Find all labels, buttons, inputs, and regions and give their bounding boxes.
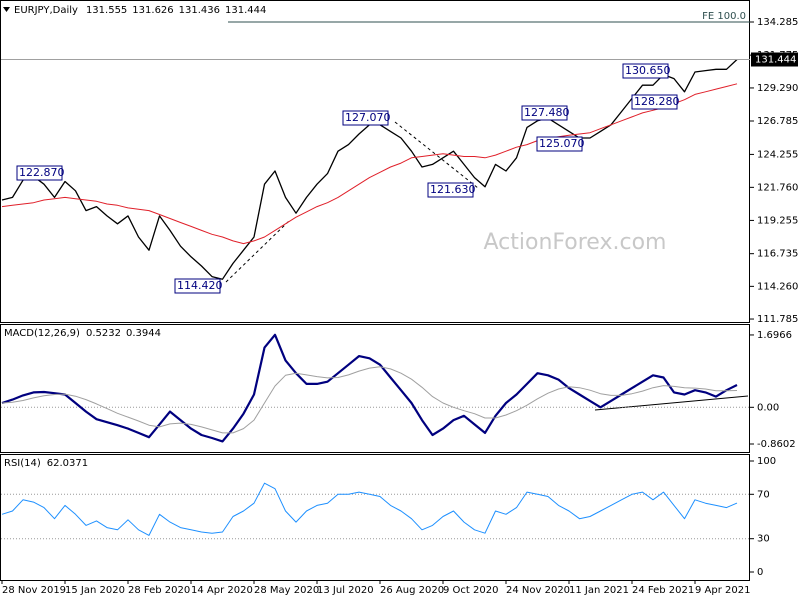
- x-tick-label: 24 Nov 2020: [506, 585, 570, 596]
- y-tick-label: 70: [757, 489, 770, 500]
- annotation-box: [16, 165, 63, 181]
- y-tick-label: 134.285: [757, 17, 798, 28]
- ohlc-value: 131.626: [132, 5, 173, 16]
- x-tick-label: 24 Feb 2021: [632, 585, 694, 596]
- price-panel: [0, 0, 750, 323]
- x-tick-label: 26 Aug 2020: [380, 585, 444, 596]
- symbol-marker: [3, 7, 10, 12]
- macd-panel: [0, 324, 750, 453]
- annotation: 127.480: [524, 106, 570, 119]
- price-label: 131.444: [755, 55, 796, 66]
- x-tick-label: 28 Nov 2019: [2, 585, 66, 596]
- ohlc-value: 131.436: [179, 5, 220, 16]
- series-line: [1, 366, 738, 434]
- indicator-reading: 0.5232: [86, 328, 121, 339]
- annotation-box: [631, 94, 678, 110]
- series-line: [1, 482, 738, 536]
- x-tick-label: 28 May 2020: [254, 585, 319, 596]
- y-tick-label: 0: [757, 567, 763, 578]
- x-tick-label: 28 Feb 2020: [128, 585, 190, 596]
- y-tick-label: 1.6966: [757, 330, 792, 341]
- trend-line: [225, 219, 291, 283]
- annotation-box: [342, 110, 389, 126]
- annotation-box: [427, 182, 474, 198]
- y-tick-label: 119.255: [757, 215, 798, 226]
- x-tick-label: 14 Apr 2020: [191, 585, 253, 596]
- symbol-title: EURJPY,Daily: [14, 5, 78, 16]
- y-tick-label: 129.290: [757, 83, 798, 94]
- annotation-box: [521, 105, 568, 121]
- annotation-box: [174, 278, 221, 294]
- x-tick-label: 9 Apr 2021: [695, 585, 750, 596]
- x-tick-label: 9 Oct 2020: [443, 585, 498, 596]
- indicator-reading: 62.0371: [47, 458, 88, 469]
- macd-trend-line: [594, 395, 749, 411]
- y-tick-label: 126.785: [757, 116, 798, 127]
- y-tick-label: 0.00: [757, 402, 779, 413]
- annotation: 127.070: [345, 111, 391, 124]
- ohlc-value: 131.444: [225, 5, 266, 16]
- annotation-box: [622, 63, 669, 79]
- indicator-title: MACD(12,26,9): [4, 328, 80, 339]
- y-tick-label: 111.785: [757, 314, 798, 325]
- y-tick-label: 116.735: [757, 249, 798, 260]
- y-tick-label: 100: [757, 456, 776, 467]
- y-tick-label: -0.8602: [757, 439, 796, 450]
- rsi-panel: [0, 454, 750, 581]
- indicator-title: RSI(14): [4, 458, 41, 469]
- fe-label: FE 100.0: [702, 11, 746, 22]
- y-tick-label: 30: [757, 534, 770, 545]
- series-line: [1, 83, 738, 245]
- y-tick-label: 124.255: [757, 149, 798, 160]
- annotation-box: [536, 136, 583, 152]
- annotation: 114.420: [177, 279, 223, 292]
- watermark: ActionForex.com: [484, 230, 667, 255]
- price-box: [751, 52, 798, 67]
- x-tick-label: 15 Jan 2020: [65, 585, 125, 596]
- x-tick-label: 11 Jan 2021: [569, 585, 629, 596]
- indicator-reading: 0.3944: [126, 328, 161, 339]
- annotation: 121.630: [430, 183, 476, 196]
- series-line: [1, 333, 738, 443]
- annotation: 122.870: [19, 166, 65, 179]
- annotation: 128.280: [634, 95, 680, 108]
- annotation: 125.070: [539, 137, 585, 150]
- x-tick-label: 13 Jul 2020: [317, 585, 374, 596]
- annotation: 130.650: [625, 64, 671, 77]
- y-tick-label: 114.260: [757, 281, 798, 292]
- ohlc-value: 131.555: [86, 5, 127, 16]
- y-tick-label: 121.760: [757, 182, 798, 193]
